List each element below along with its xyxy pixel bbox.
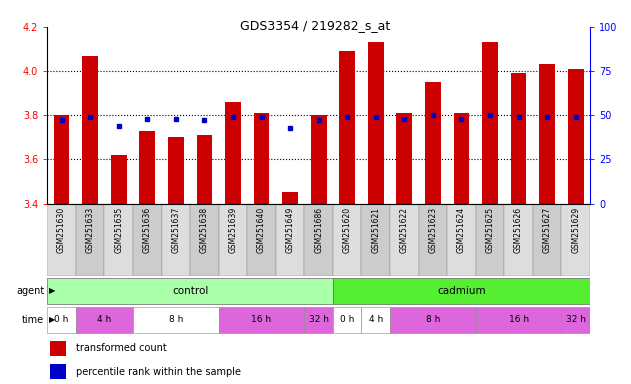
Bar [482, 42, 498, 204]
Bar [425, 82, 440, 204]
Bar [219, 204, 247, 276]
Bar [568, 69, 584, 204]
Bar [47, 307, 76, 333]
Text: ▶: ▶ [49, 315, 55, 324]
Text: 16 h: 16 h [252, 315, 271, 324]
Text: GDS3354 / 219282_s_at: GDS3354 / 219282_s_at [240, 19, 391, 32]
Text: GSM251620: GSM251620 [343, 207, 351, 253]
Bar [562, 204, 590, 276]
Bar [533, 204, 562, 276]
Bar [396, 113, 412, 204]
Bar [196, 135, 212, 204]
Text: 8 h: 8 h [168, 315, 183, 324]
Bar [333, 278, 590, 304]
Bar [168, 137, 184, 204]
Bar [47, 278, 333, 304]
Bar [333, 204, 362, 276]
Text: control: control [172, 286, 208, 296]
Bar [339, 51, 355, 204]
Text: GSM251622: GSM251622 [400, 207, 409, 253]
Bar [111, 155, 127, 204]
Text: cadmium: cadmium [437, 286, 486, 296]
Bar [447, 204, 476, 276]
Bar [190, 204, 219, 276]
Bar [139, 131, 155, 204]
Bar [510, 73, 526, 204]
Text: GSM251633: GSM251633 [86, 207, 95, 253]
Bar [311, 115, 326, 204]
Bar [54, 115, 69, 204]
Text: 4 h: 4 h [97, 315, 112, 324]
Text: GSM251686: GSM251686 [314, 207, 323, 253]
Text: GSM251636: GSM251636 [143, 207, 152, 253]
Text: GSM251626: GSM251626 [514, 207, 523, 253]
Text: 0 h: 0 h [54, 315, 69, 324]
Text: GSM251640: GSM251640 [257, 207, 266, 253]
Text: GSM251623: GSM251623 [428, 207, 437, 253]
Text: 16 h: 16 h [509, 315, 529, 324]
Bar [254, 113, 269, 204]
Bar [362, 204, 390, 276]
Text: transformed count: transformed count [76, 343, 167, 353]
Bar [304, 204, 333, 276]
Bar [105, 204, 133, 276]
Text: 8 h: 8 h [426, 315, 440, 324]
Text: GSM251638: GSM251638 [200, 207, 209, 253]
Bar [50, 341, 66, 356]
Bar [247, 204, 276, 276]
Text: 0 h: 0 h [340, 315, 355, 324]
Bar [368, 42, 384, 204]
Bar [454, 113, 469, 204]
Bar [390, 307, 476, 333]
Bar [304, 307, 333, 333]
Text: time: time [22, 314, 44, 325]
Bar [562, 307, 590, 333]
Text: agent: agent [16, 286, 44, 296]
Bar [276, 204, 304, 276]
Text: GSM251635: GSM251635 [114, 207, 123, 253]
Text: GSM251621: GSM251621 [371, 207, 380, 253]
Bar [50, 364, 66, 379]
Text: 32 h: 32 h [566, 315, 586, 324]
Bar [362, 307, 390, 333]
Bar [540, 65, 555, 204]
Bar [133, 307, 219, 333]
Bar [225, 102, 241, 204]
Bar [476, 307, 562, 333]
Text: 32 h: 32 h [309, 315, 329, 324]
Text: GSM251627: GSM251627 [543, 207, 551, 253]
Text: GSM251649: GSM251649 [286, 207, 295, 253]
Bar [333, 307, 362, 333]
Bar [219, 307, 304, 333]
Text: GSM251624: GSM251624 [457, 207, 466, 253]
Bar [418, 204, 447, 276]
Text: GSM251639: GSM251639 [228, 207, 237, 253]
Text: GSM251630: GSM251630 [57, 207, 66, 253]
Text: GSM251629: GSM251629 [571, 207, 580, 253]
Bar [47, 204, 76, 276]
Text: GSM251625: GSM251625 [485, 207, 495, 253]
Text: percentile rank within the sample: percentile rank within the sample [76, 366, 240, 377]
Bar [76, 307, 133, 333]
Bar [504, 204, 533, 276]
Bar [162, 204, 190, 276]
Text: GSM251637: GSM251637 [172, 207, 180, 253]
Bar [390, 204, 418, 276]
Bar [282, 192, 298, 204]
Bar [476, 204, 504, 276]
Bar [133, 204, 162, 276]
Text: 4 h: 4 h [369, 315, 383, 324]
Bar [82, 56, 98, 204]
Text: ▶: ▶ [49, 286, 55, 295]
Bar [76, 204, 105, 276]
